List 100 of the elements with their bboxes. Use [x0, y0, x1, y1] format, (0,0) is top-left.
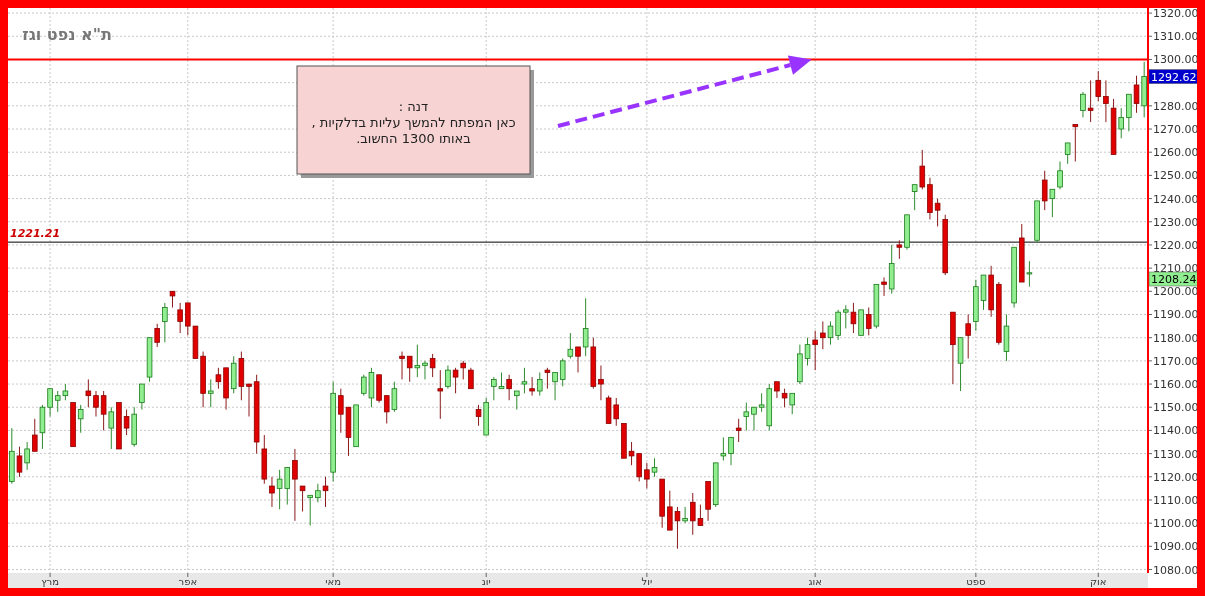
y-tick-label: 1240.00 — [1153, 192, 1199, 206]
candlestick — [1041, 170, 1048, 211]
x-tick-label: יונ — [481, 576, 491, 587]
candlestick — [299, 485, 306, 513]
candlestick — [32, 418, 38, 452]
x-tick-label: מאי — [325, 576, 342, 587]
candlestick — [85, 378, 92, 408]
y-tick-label: 1250.00 — [1153, 169, 1199, 183]
candlestick — [207, 378, 214, 408]
candlestick — [575, 346, 581, 373]
candlestick — [1118, 107, 1124, 139]
candlestick — [536, 371, 543, 397]
candlestick — [804, 337, 811, 366]
y-tick-label: 1100.00 — [1153, 517, 1199, 531]
candlestick — [269, 476, 275, 508]
candlestick — [437, 369, 444, 420]
y-tick-label: 1170.00 — [1153, 354, 1199, 368]
candlestick — [865, 307, 872, 336]
candlestick — [162, 302, 168, 343]
y-tick-label: 1150.00 — [1153, 401, 1199, 415]
candlestick — [1072, 123, 1079, 162]
candlestick — [506, 374, 512, 401]
text: 1208.24 — [1151, 273, 1197, 286]
y-tick-label: 1210.00 — [1153, 262, 1199, 276]
candlestick — [422, 360, 428, 380]
y-tick-label: 1140.00 — [1153, 424, 1199, 438]
candlestick — [100, 390, 107, 431]
text: 1292.62 — [1151, 70, 1197, 84]
candlestick — [1103, 79, 1109, 123]
candlestick — [567, 332, 574, 360]
candlestick — [16, 446, 23, 478]
candlestick — [850, 302, 857, 334]
candlestick — [399, 351, 405, 380]
x-tick-label: אפר — [178, 576, 198, 587]
x-tick-label: מרץ — [41, 576, 59, 587]
y-tick-label: 1260.00 — [1153, 146, 1199, 160]
y-tick-label: 1280.00 — [1153, 99, 1199, 113]
candlestick — [881, 276, 887, 297]
text: ת"א נפט וגז — [22, 25, 112, 44]
candlestick — [1049, 188, 1056, 218]
candlestick — [1087, 79, 1094, 123]
candlestick — [77, 404, 84, 434]
candlestick — [781, 388, 788, 408]
candlestick — [108, 406, 115, 450]
x-tick-label: ספט — [966, 576, 986, 587]
y-tick-label: 1200.00 — [1153, 285, 1199, 299]
candlestick — [1133, 75, 1140, 114]
y-tick-label: 1130.00 — [1153, 447, 1199, 461]
candlestick — [445, 365, 451, 390]
candlestick — [24, 441, 30, 471]
candlestick — [1026, 260, 1033, 288]
candlestick — [919, 149, 926, 190]
x-tick-label: אוג — [808, 576, 822, 587]
ref-line-label: 1221.21 — [10, 227, 61, 241]
candlestick — [743, 402, 750, 431]
candlestick — [812, 330, 818, 371]
candlestick — [292, 448, 298, 522]
candlestick — [406, 355, 413, 383]
candlestick — [552, 371, 558, 401]
candlestick — [315, 483, 321, 503]
candlestick — [307, 494, 313, 526]
candlestick — [514, 390, 520, 411]
candlestick — [139, 383, 145, 411]
candlestick — [475, 404, 482, 427]
y-tick-label: 1090.00 — [1153, 540, 1199, 554]
candlestick — [789, 392, 795, 415]
candlestick — [682, 506, 688, 524]
candlestick — [751, 406, 757, 431]
y-tick-label: 1310.00 — [1153, 30, 1199, 44]
y-tick-label: 1270.00 — [1153, 123, 1199, 137]
candlestick — [911, 184, 918, 211]
candlestick — [820, 320, 826, 350]
y-tick-label: 1230.00 — [1153, 215, 1199, 229]
candlestick — [246, 383, 252, 418]
y-tick-label: 1220.00 — [1153, 238, 1199, 252]
x-tick-label: יול — [641, 576, 653, 587]
candlestick — [728, 436, 734, 466]
candlestick — [452, 367, 459, 394]
candlestick — [154, 323, 160, 348]
candlestick — [1057, 160, 1063, 190]
candlestick — [644, 462, 650, 489]
candlestick — [1126, 93, 1132, 132]
candlestick — [651, 457, 658, 478]
candlestick — [934, 198, 941, 227]
candlestick — [93, 390, 99, 418]
candlestick — [735, 418, 742, 443]
candlestick — [47, 388, 53, 418]
candlestick — [468, 367, 474, 390]
y-tick-label: 1190.00 — [1153, 308, 1199, 322]
x-tick-label: אוק — [1090, 576, 1107, 587]
y-tick-label: 1180.00 — [1153, 331, 1199, 345]
candlestick — [123, 409, 130, 436]
candlestick — [414, 344, 421, 378]
candlestick — [215, 367, 222, 390]
y-tick-label: 1120.00 — [1153, 470, 1199, 484]
candlestick — [559, 358, 566, 387]
candlestick — [429, 353, 436, 378]
candlestick — [521, 367, 528, 394]
candlestick — [1064, 142, 1071, 165]
candlestick — [720, 436, 727, 462]
